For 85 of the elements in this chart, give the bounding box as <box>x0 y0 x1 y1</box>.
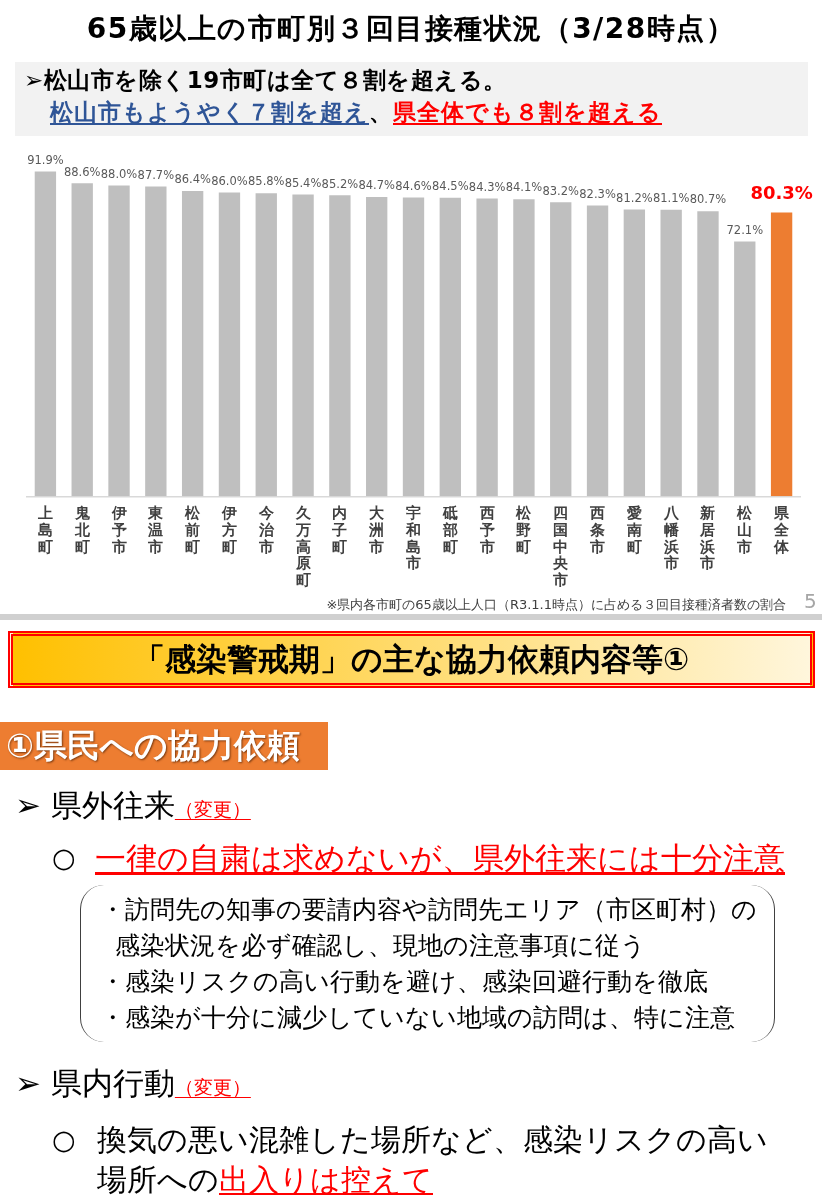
data-label: 82.3% <box>579 186 616 201</box>
text: ○ <box>52 841 76 875</box>
text: ➢ 県外往来 <box>15 787 175 823</box>
text: 一律の自粛は求めないが、県外往来には十分注意 <box>95 839 785 878</box>
bar <box>218 192 241 497</box>
bar <box>586 205 609 497</box>
bar <box>108 185 130 497</box>
data-label: 86.0% <box>211 173 248 188</box>
x-tick-label: 松野町 <box>515 503 533 556</box>
x-tick-label: 松前町 <box>184 503 202 556</box>
bar <box>366 197 388 497</box>
bar <box>292 194 314 497</box>
x-tick-label: 県全体 <box>773 503 791 556</box>
text: 5 <box>804 589 817 613</box>
bar <box>734 241 756 497</box>
x-tick-label: 愛南町 <box>625 503 642 556</box>
data-label: 83.2% <box>542 183 580 198</box>
x-tick-label: 伊方町 <box>220 503 237 556</box>
x-tick-label: 新居浜市 <box>699 503 716 573</box>
data-label: 80.7% <box>689 192 727 207</box>
data-label: 88.6% <box>63 164 101 179</box>
bar <box>255 193 277 497</box>
x-tick-label: 松山市 <box>736 503 754 556</box>
bar <box>402 197 425 497</box>
x-tick-label: 八幡浜市 <box>662 503 680 573</box>
x-tick-label: 砥部町 <box>441 503 458 556</box>
data-label: 88.0% <box>100 166 138 181</box>
x-tick-label: 伊予市 <box>110 503 127 556</box>
x-tick-label: 今治市 <box>257 503 275 556</box>
text: ➢ 県内行動 <box>15 1065 175 1101</box>
bar <box>145 186 167 497</box>
data-label: 85.4% <box>284 175 322 190</box>
bar <box>623 209 646 497</box>
x-tick-label: 東温市 <box>147 503 165 556</box>
x-tick-label: 西条市 <box>589 503 606 556</box>
text: （変更） <box>174 798 251 820</box>
data-label: 87.7% <box>137 167 175 182</box>
bar <box>439 197 461 497</box>
x-tick-label: 久万高原町 <box>294 503 312 590</box>
data-label: 80.3% <box>750 182 813 204</box>
x-tick-label: 大洲市 <box>368 503 386 556</box>
text: ・訪問先の知事の要請内容や訪問先エリア（市区町村）の感染状況を必ず確認し、現地の注意事項に従う <box>100 894 758 962</box>
data-label: 81.1% <box>652 191 690 205</box>
x-tick-label: 宇和島市 <box>405 503 421 573</box>
data-label: 84.5% <box>432 178 469 193</box>
bar <box>513 199 535 497</box>
text: 松山市もようやく７割を超え <box>50 99 369 125</box>
text: 県全体でも８割を超える <box>393 99 662 125</box>
bar <box>660 209 682 497</box>
x-tick-label: 内子町 <box>331 503 348 556</box>
x-tick-label: 四国中央市 <box>552 503 570 590</box>
text: 出入りは控えて <box>219 1163 433 1197</box>
bar <box>697 211 719 497</box>
chart-title: 65歳以上の市町別３回目接種状況（3/28時点） <box>85 11 737 47</box>
data-label: 91.9% <box>27 152 64 167</box>
data-label: 85.8% <box>247 174 285 189</box>
text: ①県民への協力依頼 <box>0 722 328 770</box>
data-label: 81.2% <box>616 190 653 205</box>
bar <box>476 198 498 497</box>
chart-subtitle: ➢松山市を除く19市町は全て８割を超える。 <box>24 66 507 95</box>
text: ○ <box>52 1123 76 1157</box>
data-label: 84.6% <box>395 178 432 193</box>
x-tick-label: 上島町 <box>36 503 53 556</box>
x-tick-label: 鬼北町 <box>73 503 91 556</box>
text: 換気の悪い混雑した場所など、感染リスクの高い <box>97 1122 768 1159</box>
data-label: 86.4% <box>174 172 211 187</box>
text: ※県内各市町の65歳以上人口（R3.1.1時点）に占める３回目接種済者数の割合 <box>326 596 786 614</box>
data-label: 85.2% <box>321 176 359 191</box>
text: ・感染リスクの高い行動を避け、感染回避行動を徹底 <box>100 966 709 998</box>
text: 「感染警戒期」の主な協力依頼内容等① <box>8 631 815 688</box>
data-label: 84.7% <box>358 178 396 193</box>
bar <box>550 202 572 497</box>
bar <box>770 212 793 497</box>
data-label: 72.1% <box>726 222 764 237</box>
bar <box>181 191 204 497</box>
x-tick-label: 西予市 <box>478 503 495 556</box>
bar <box>34 171 57 497</box>
data-label: 84.3% <box>468 179 506 194</box>
text: （変更） <box>174 1076 251 1098</box>
bar <box>71 183 93 497</box>
text: ・感染が十分に減少していない地域の訪問は、特に注意 <box>100 1002 736 1034</box>
data-label: 84.1% <box>505 180 543 195</box>
bar <box>329 195 351 497</box>
text: 、 <box>369 99 393 125</box>
text: 場所への <box>97 1163 219 1197</box>
